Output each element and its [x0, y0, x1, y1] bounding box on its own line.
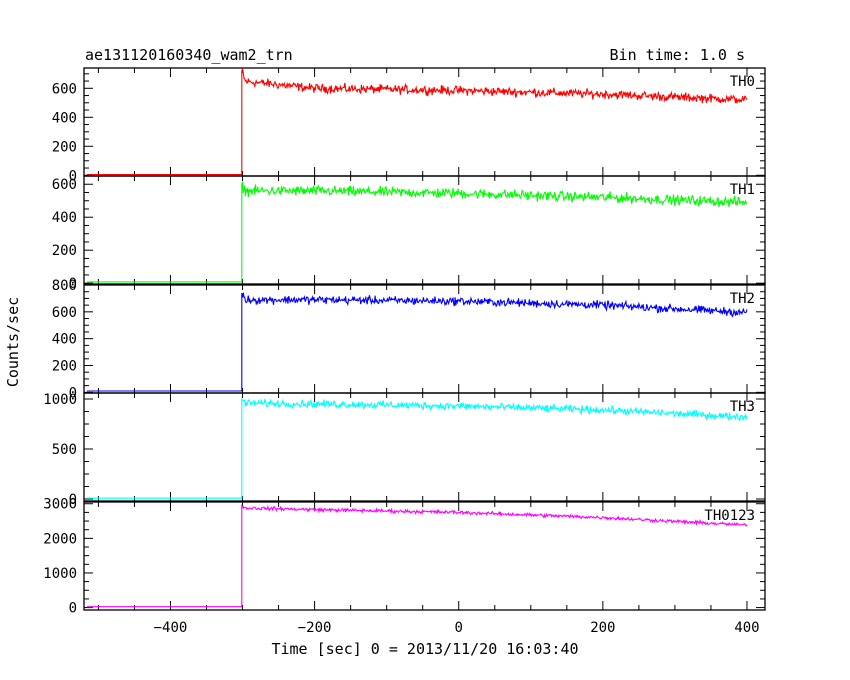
y-tick-label: 600: [52, 177, 77, 193]
y-tick-label: 600: [52, 305, 77, 321]
panels-group: 0 200 400 600 TH0 0 200 400 600 TH1 0 200 400 600 800 T…: [43, 67, 766, 617]
y-axis-label: Counts/sec: [4, 297, 22, 387]
y-tick-label: 200: [52, 358, 77, 374]
y-tick-label: 3000: [43, 497, 77, 513]
series-line-th0123: [86, 504, 748, 608]
panel-label: TH0: [730, 74, 755, 90]
x-tick-label: 400: [734, 620, 759, 636]
panel-th3: 0 500 1000 TH3: [43, 392, 766, 508]
y-tick-label: 500: [52, 442, 77, 458]
y-tick-label: 1000: [43, 566, 77, 582]
panel-label: TH0123: [704, 508, 755, 524]
x-tick-label: 0: [455, 620, 463, 636]
series-line-th2: [86, 292, 748, 392]
chart-title: ae131120160340_wam2_trn: [85, 46, 293, 64]
panel-th1: 0 200 400 600 TH1: [52, 175, 766, 292]
panel-label: TH3: [730, 399, 755, 415]
y-tick-label: 0: [69, 601, 77, 617]
y-tick-label: 0: [69, 276, 77, 292]
y-tick-label: 0: [69, 385, 77, 401]
y-tick-label: 200: [52, 243, 77, 259]
series-line-th0: [86, 67, 748, 176]
bin-time-label: Bin time: 1.0 s: [610, 46, 745, 64]
y-tick-label: 400: [52, 332, 77, 348]
y-tick-label: 200: [52, 139, 77, 155]
x-tick-label: −400: [154, 620, 188, 636]
y-tick-label: 2000: [43, 531, 77, 547]
y-tick-label: 800: [52, 278, 77, 294]
y-tick-label: 1000: [43, 392, 77, 408]
panel-frame: [83, 67, 766, 177]
panel-th0123: 0 1000 2000 3000 TH0123: [43, 497, 766, 617]
panel-frame: [83, 175, 766, 285]
x-tick-label: 200: [590, 620, 615, 636]
y-tick-label: 600: [52, 81, 77, 97]
series-line-th1: [86, 181, 748, 283]
x-axis-label: Time [sec] 0 = 2013/11/20 16:03:40: [271, 640, 578, 658]
panel-label: TH2: [730, 291, 755, 307]
x-axis: −400 −200 0 200 400: [154, 620, 760, 636]
y-tick-label: 0: [69, 492, 77, 508]
series-line-th3: [86, 397, 748, 499]
y-tick-label: 400: [52, 210, 77, 226]
y-tick-label: 0: [69, 168, 77, 184]
panel-th0: 0 200 400 600 TH0: [52, 67, 766, 184]
panel-th2: 0 200 400 600 800 TH2: [52, 278, 766, 401]
x-tick-label: −200: [298, 620, 332, 636]
panel-frame: [83, 392, 766, 502]
y-tick-label: 400: [52, 110, 77, 126]
panel-frame: [83, 501, 766, 611]
panel-label: TH1: [730, 182, 755, 198]
